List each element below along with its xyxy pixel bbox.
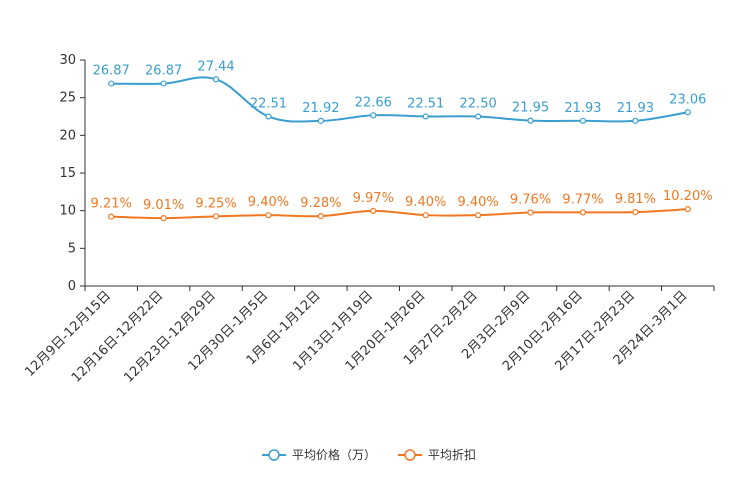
series-line — [111, 208, 688, 220]
data-label: 22.50 — [460, 97, 497, 112]
data-point[interactable] — [422, 212, 429, 219]
legend-label: 平均折扣 — [428, 447, 476, 462]
data-point[interactable] — [212, 213, 220, 220]
data-label: 26.87 — [93, 64, 130, 79]
data-point[interactable] — [265, 212, 272, 219]
y-tick-label: 15 — [59, 166, 76, 181]
legend-item-2[interactable]: 平均折扣 — [398, 447, 476, 462]
data-label: 9.40% — [457, 195, 498, 210]
data-point[interactable] — [265, 113, 272, 120]
data-point[interactable] — [108, 213, 115, 220]
data-label: 22.66 — [355, 95, 392, 110]
data-label: 9.81% — [615, 192, 656, 207]
data-point[interactable] — [579, 209, 587, 216]
y-tick-label: 10 — [59, 204, 76, 219]
data-label: 26.87 — [145, 64, 182, 79]
data-point[interactable] — [370, 207, 377, 214]
data-point[interactable] — [475, 212, 482, 219]
x-tick-label: 12月16日-12月22日 — [69, 288, 166, 385]
data-label: 27.44 — [197, 59, 234, 74]
y-tick-label: 0 — [68, 279, 76, 294]
legend[interactable]: 平均价格（万） 平均折扣 — [262, 447, 476, 462]
series-2: 9.21% 9.01% 9.25% 9.40% 9.28% 9.97% 9.40% 9.40%… — [91, 189, 713, 222]
data-point[interactable] — [317, 117, 324, 124]
series-line — [111, 76, 688, 123]
data-label: 21.95 — [512, 101, 549, 116]
data-label: 9.76% — [510, 192, 551, 207]
data-label: 21.93 — [564, 101, 601, 116]
legend-marker-icon — [268, 449, 280, 461]
data-point[interactable] — [422, 113, 429, 120]
data-label: 23.06 — [669, 92, 706, 107]
x-tick-label: 12月23日-12月29日 — [121, 288, 218, 385]
x-tick-label: 12月9日-12月15日 — [22, 288, 114, 380]
legend-marker-icon — [404, 449, 416, 461]
y-tick-label: 25 — [59, 91, 76, 106]
series-layer: 26.87 26.87 27.44 22.51 21.92 22.66 22.51 22.50… — [91, 59, 713, 222]
data-point[interactable] — [370, 112, 377, 119]
data-label: 21.92 — [302, 101, 339, 116]
data-point[interactable] — [684, 206, 691, 213]
data-point[interactable] — [212, 76, 220, 83]
data-label: 9.01% — [143, 198, 184, 213]
data-label: 9.28% — [300, 196, 341, 211]
data-point[interactable] — [160, 80, 167, 87]
data-label: 9.25% — [195, 196, 236, 211]
data-label: 9.21% — [91, 197, 132, 212]
y-tick-label: 30 — [59, 53, 76, 68]
series-1: 26.87 26.87 27.44 22.51 21.92 22.66 22.51 22.50… — [93, 59, 706, 124]
data-label: 9.40% — [248, 195, 289, 210]
data-point[interactable] — [632, 208, 639, 216]
data-label: 21.93 — [617, 101, 654, 116]
data-point[interactable] — [527, 117, 534, 124]
data-label: 10.20% — [663, 189, 713, 204]
data-point[interactable] — [317, 212, 324, 220]
data-point[interactable] — [579, 117, 587, 124]
legend-label: 平均价格（万） — [292, 447, 376, 462]
data-label: 9.97% — [353, 191, 394, 206]
data-label: 9.77% — [562, 192, 603, 207]
data-label: 9.40% — [405, 195, 446, 210]
y-tick-label: 20 — [59, 128, 76, 143]
y-tick-label: 5 — [68, 241, 76, 256]
data-label: 22.51 — [407, 96, 444, 111]
data-point[interactable] — [684, 109, 691, 116]
data-label: 22.51 — [250, 96, 287, 111]
data-point[interactable] — [108, 80, 115, 87]
data-point[interactable] — [160, 215, 167, 222]
legend-item-1[interactable]: 平均价格（万） — [262, 447, 376, 462]
data-point[interactable] — [632, 117, 639, 124]
data-point[interactable] — [475, 113, 482, 120]
data-point[interactable] — [527, 209, 534, 216]
